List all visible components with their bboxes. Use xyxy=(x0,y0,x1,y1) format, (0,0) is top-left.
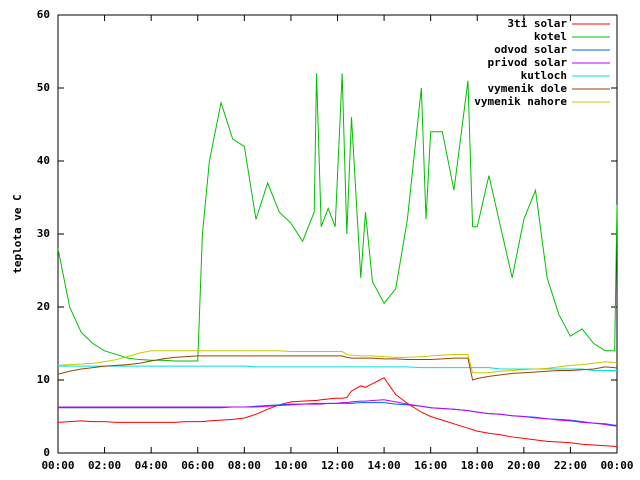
legend-label: kutloch xyxy=(521,69,567,82)
legend-label: 3ti solar xyxy=(507,17,567,30)
x-tick-label: 04:00 xyxy=(135,459,168,472)
y-tick-label: 10 xyxy=(37,373,50,386)
x-tick-label: 00:00 xyxy=(600,459,633,472)
x-tick-label: 08:00 xyxy=(228,459,261,472)
y-axis-label: teplota ve C xyxy=(11,194,24,273)
x-tick-label: 02:00 xyxy=(88,459,121,472)
y-tick-label: 30 xyxy=(37,227,50,240)
y-tick-label: 0 xyxy=(43,446,50,459)
series-line xyxy=(57,350,618,374)
series-line xyxy=(57,377,618,448)
x-tick-label: 16:00 xyxy=(414,459,447,472)
legend-label: vymenik nahore xyxy=(474,95,567,108)
series-line xyxy=(58,399,617,427)
y-tick-label: 20 xyxy=(37,300,50,313)
x-tick-label: 14:00 xyxy=(368,459,401,472)
y-tick-label: 60 xyxy=(37,8,50,21)
x-tick-label: 10:00 xyxy=(274,459,307,472)
series-line xyxy=(57,355,618,381)
y-tick-label: 50 xyxy=(37,81,50,94)
y-tick-label: 40 xyxy=(37,154,50,167)
x-tick-label: 22:00 xyxy=(554,459,587,472)
x-tick-label: 18:00 xyxy=(461,459,494,472)
legend-label: kotel xyxy=(534,30,567,43)
x-tick-label: 00:00 xyxy=(41,459,74,472)
x-tick-label: 06:00 xyxy=(181,459,214,472)
legend-label: privod solar xyxy=(488,56,568,69)
series-line xyxy=(57,73,618,362)
legend-label: odvod solar xyxy=(494,43,567,56)
series-line xyxy=(58,365,617,372)
legend-label: vymenik dole xyxy=(488,82,568,95)
x-tick-label: 12:00 xyxy=(321,459,354,472)
x-tick-label: 20:00 xyxy=(507,459,540,472)
